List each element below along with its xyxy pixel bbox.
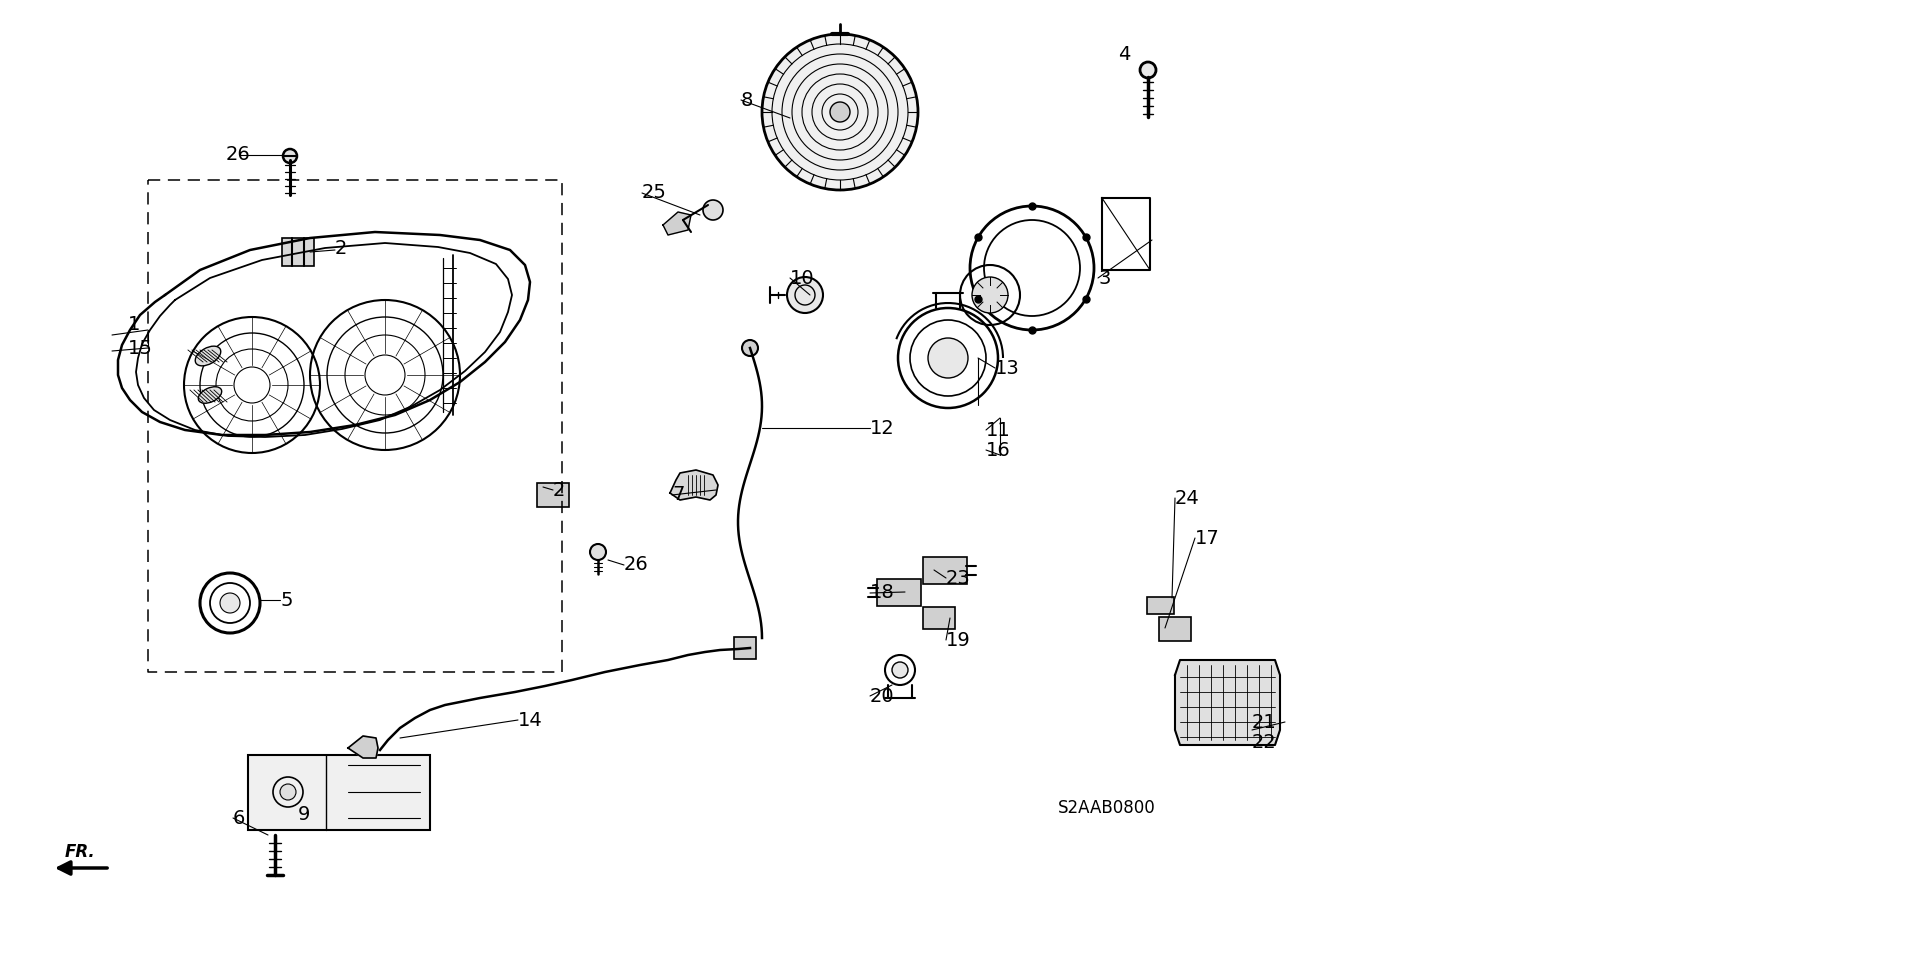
FancyBboxPatch shape [1146,597,1173,614]
Circle shape [221,593,240,613]
Ellipse shape [196,346,221,365]
Text: 2: 2 [553,480,564,500]
Polygon shape [662,212,691,235]
Circle shape [282,149,298,163]
Text: 4: 4 [1117,45,1131,64]
Text: 26: 26 [624,555,649,574]
Text: 17: 17 [1194,528,1219,548]
Circle shape [787,277,824,313]
FancyBboxPatch shape [877,579,922,606]
Text: 21: 21 [1252,713,1277,732]
Text: 12: 12 [870,418,895,437]
Circle shape [280,784,296,800]
Text: 13: 13 [995,359,1020,378]
Ellipse shape [198,386,221,403]
Text: 8: 8 [741,90,753,109]
Text: 16: 16 [987,440,1010,459]
FancyBboxPatch shape [282,238,315,266]
Text: 11: 11 [987,420,1010,439]
Text: 22: 22 [1252,733,1277,752]
FancyBboxPatch shape [733,637,756,659]
Text: 7: 7 [672,485,684,504]
Text: 26: 26 [227,146,252,165]
Text: 3: 3 [1098,269,1110,288]
Text: 1: 1 [129,316,140,335]
Circle shape [893,662,908,678]
Text: 19: 19 [947,630,972,649]
Circle shape [829,102,851,122]
Polygon shape [1175,660,1281,745]
Polygon shape [670,470,718,500]
Text: 6: 6 [232,808,246,828]
FancyBboxPatch shape [924,607,954,629]
Circle shape [972,277,1008,313]
Text: 23: 23 [947,569,972,588]
Text: S2AAB0800: S2AAB0800 [1058,799,1156,817]
Text: 9: 9 [298,806,311,825]
FancyBboxPatch shape [1160,617,1190,641]
Polygon shape [348,736,378,758]
Text: 14: 14 [518,711,543,730]
Circle shape [1140,62,1156,78]
Circle shape [703,200,724,220]
Text: 24: 24 [1175,488,1200,507]
Text: 20: 20 [870,687,895,706]
Text: 18: 18 [870,583,895,602]
Circle shape [589,544,607,560]
Circle shape [927,338,968,378]
Circle shape [741,340,758,356]
Text: 5: 5 [280,591,292,610]
Text: 25: 25 [641,183,666,202]
FancyBboxPatch shape [538,483,568,507]
FancyBboxPatch shape [248,755,430,830]
Text: 2: 2 [334,239,348,258]
Text: FR.: FR. [65,843,96,861]
FancyBboxPatch shape [924,557,968,584]
Text: 15: 15 [129,339,154,358]
Circle shape [762,34,918,190]
Text: 10: 10 [789,269,814,288]
